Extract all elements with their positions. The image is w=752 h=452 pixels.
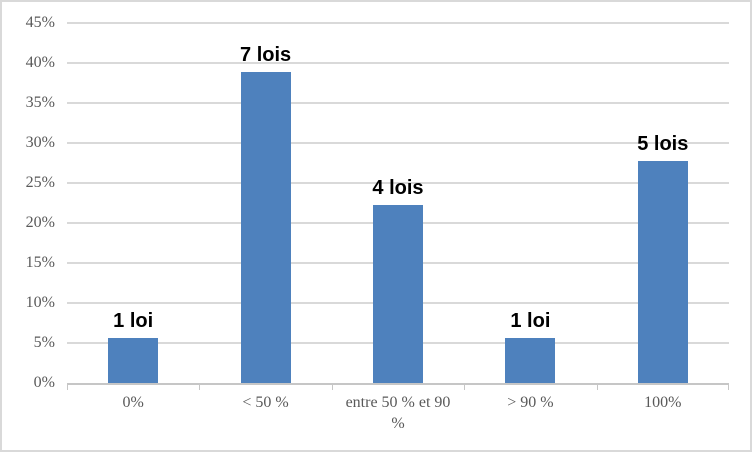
bar-data-label: 7 lois [240, 43, 292, 66]
y-axis-tick-label: 45% [25, 14, 55, 31]
bar [505, 338, 556, 383]
y-axis-tick-label: 10% [25, 294, 55, 311]
gridline [67, 102, 729, 104]
x-axis-tick [332, 385, 333, 390]
y-axis-tick-label: 20% [25, 214, 55, 231]
gridline [67, 62, 729, 64]
x-axis-tick [67, 385, 68, 390]
y-axis-tick-label: 35% [25, 94, 55, 111]
x-axis-tick [728, 385, 729, 390]
y-axis-tick-label: 40% [25, 54, 55, 71]
gridline [67, 22, 729, 24]
x-axis-category-label: entre 50 % et 90 % [345, 394, 451, 432]
bar [240, 71, 291, 383]
y-axis-tick-label: 5% [33, 334, 55, 351]
y-axis-tick-label: 30% [25, 134, 55, 151]
gridline [67, 182, 729, 184]
x-axis-line [67, 383, 729, 385]
y-axis-tick-label: 25% [25, 174, 55, 191]
x-axis-category-label: 0% [122, 394, 144, 411]
bar-data-label: 1 loi [510, 310, 551, 333]
y-axis-tick-label: 0% [33, 374, 55, 391]
y-axis-tick-label: 15% [25, 254, 55, 271]
bar [637, 160, 688, 383]
bar-data-label: 4 lois [372, 177, 424, 200]
gridline [67, 142, 729, 144]
bar-data-label: 5 lois [637, 132, 689, 155]
bar-data-label: 1 loi [113, 310, 154, 333]
x-axis-category-label: 100% [644, 394, 682, 411]
bar [108, 338, 159, 383]
x-axis-tick [464, 385, 465, 390]
x-axis-category-label: > 90 % [507, 394, 554, 411]
x-axis-tick [199, 385, 200, 390]
x-axis-category-label: < 50 % [242, 394, 289, 411]
x-axis-tick [597, 385, 598, 390]
bar [373, 205, 423, 383]
